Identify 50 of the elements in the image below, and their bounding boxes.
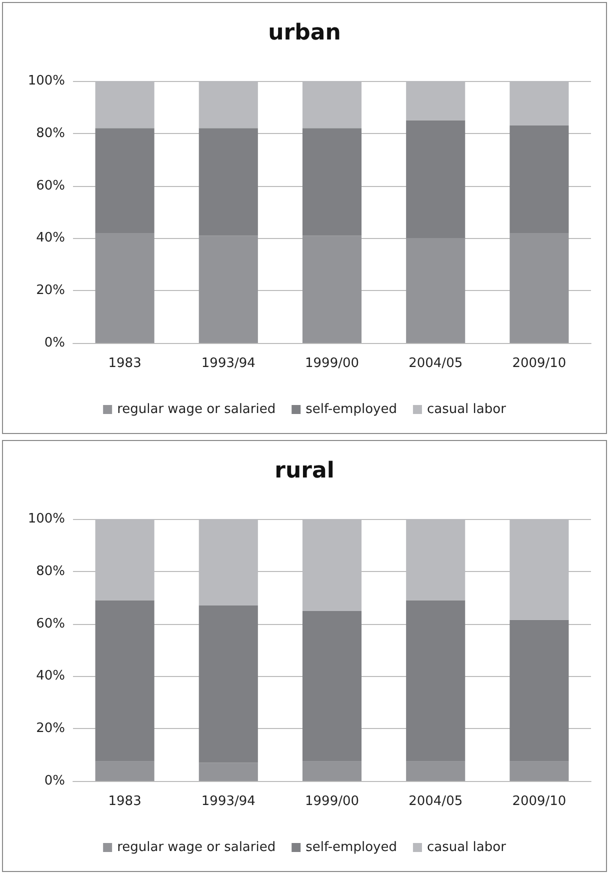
x-tick-label: 1999/00 (304, 794, 360, 809)
y-tick-label: 60% (36, 616, 65, 632)
bar (302, 610, 362, 762)
chart-title: rural (274, 458, 334, 484)
bar (198, 605, 258, 763)
x-tick-label: 1993/94 (201, 356, 256, 371)
y-tick-label: 40% (36, 230, 65, 246)
bar (302, 236, 362, 343)
y-tick-label: 20% (36, 721, 65, 736)
y-tick-label: 100% (28, 74, 65, 88)
bar (302, 761, 362, 781)
y-tick-label: 20% (36, 283, 65, 298)
bar (406, 600, 466, 762)
x-tick-label: 1983 (108, 794, 142, 809)
x-tick-label: 1993/94 (201, 794, 256, 809)
bar (406, 761, 466, 781)
bar (406, 120, 466, 238)
bar (510, 232, 569, 343)
y-tick-label: 0% (44, 774, 65, 788)
legend-label: regular wage or salaried (117, 840, 276, 855)
bar (510, 761, 569, 781)
legend-label: casual labor (426, 402, 507, 417)
x-tick-label: 1999/00 (304, 356, 360, 371)
y-tick-label: 40% (36, 668, 65, 684)
bar (510, 620, 569, 762)
y-tick-label: 0% (44, 336, 65, 350)
legend-label: casual labor (426, 840, 507, 855)
bar (198, 236, 258, 343)
x-tick-label: 1983 (108, 356, 142, 371)
bar (95, 761, 154, 781)
legend-label: regular wage or salaried (117, 402, 276, 417)
x-tick-label: 2009/10 (512, 794, 566, 809)
y-tick-label: 80% (36, 126, 65, 141)
bar (510, 126, 569, 233)
chart-title: urban (268, 20, 341, 46)
x-tick-label: 2004/05 (408, 794, 463, 809)
y-tick-label: 80% (36, 564, 65, 579)
bar (406, 238, 466, 343)
bar (95, 232, 154, 343)
bar (95, 128, 154, 233)
bar (198, 128, 258, 236)
bar (198, 762, 258, 781)
y-tick-label: 100% (28, 512, 65, 526)
bar (95, 600, 154, 762)
bar (302, 128, 362, 236)
x-tick-label: 2009/10 (512, 356, 566, 371)
y-tick-label: 60% (36, 178, 65, 194)
x-tick-label: 2004/05 (408, 356, 463, 371)
legend-label: self-employed (306, 402, 397, 417)
legend-label: self-employed (306, 840, 397, 855)
